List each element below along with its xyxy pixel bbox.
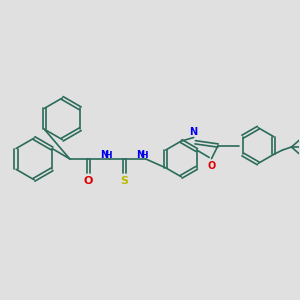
Text: N: N [100,150,109,160]
Text: S: S [121,176,129,186]
Text: H: H [105,151,112,160]
Text: H: H [140,151,148,160]
Text: N: N [189,127,197,136]
Text: O: O [83,176,93,186]
Text: O: O [208,161,216,171]
Text: N: N [136,150,144,160]
